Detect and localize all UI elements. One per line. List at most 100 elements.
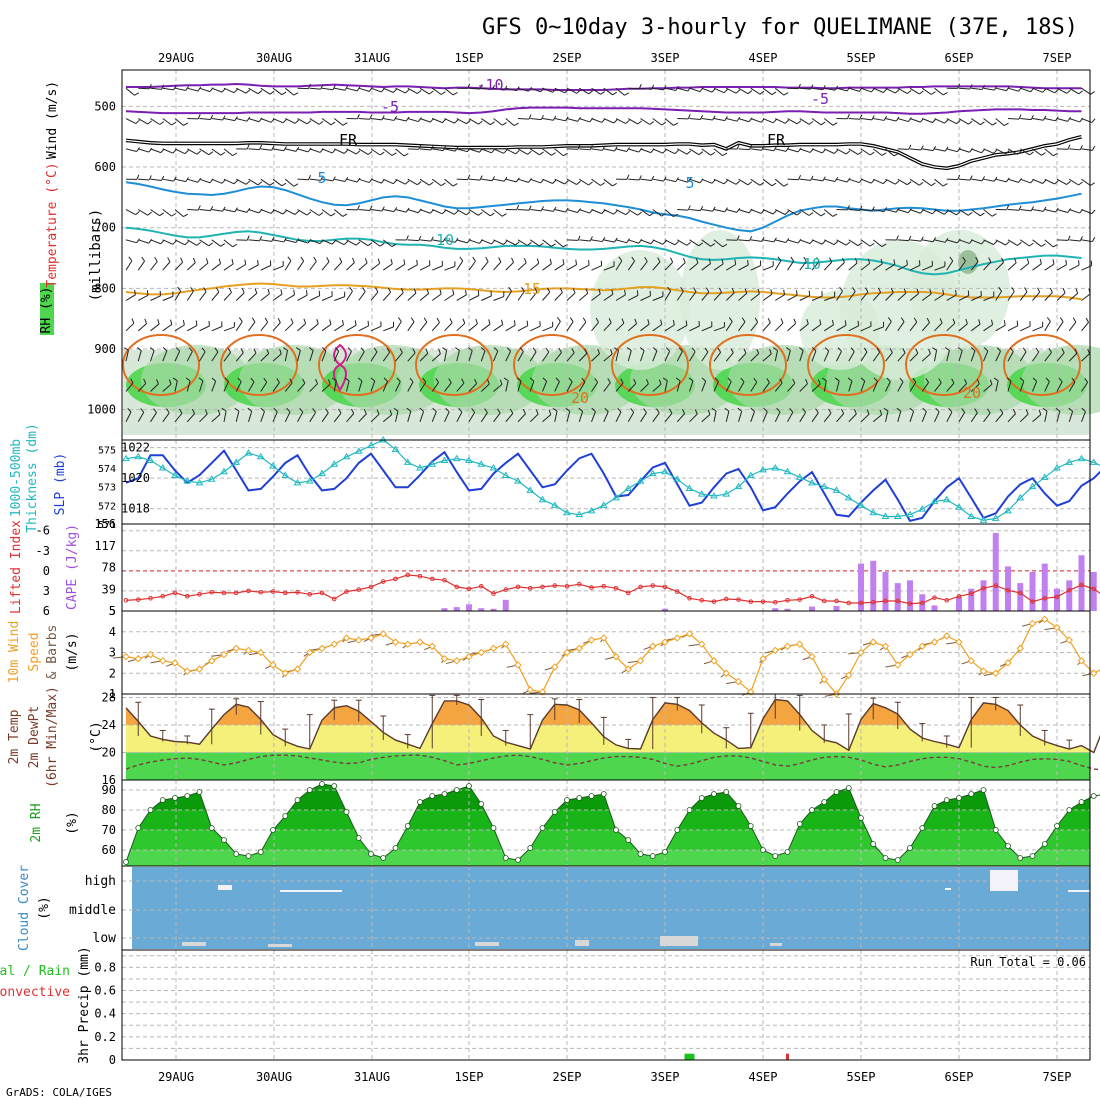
axis-title-wind: Wind (m/s): [45, 81, 60, 159]
thickness-marker: [1004, 506, 1012, 514]
wind-barb-flag: [534, 287, 538, 293]
wind-barb: [358, 262, 368, 271]
wind-barb-flag: [392, 179, 398, 185]
wind-barb: [603, 239, 615, 243]
wind-barb-flag: [658, 379, 662, 385]
credit-label: GrADS: COLA/IGES: [6, 1086, 112, 1099]
wind-barb: [1032, 118, 1044, 121]
wind-barb-flag: [339, 257, 343, 263]
wind-barb: [493, 261, 502, 271]
wind-barb-flag: [662, 377, 668, 382]
wind-barb: [419, 209, 431, 214]
wind-barb-flag: [820, 212, 826, 217]
wind-barb: [223, 209, 235, 213]
wind-barb: [395, 263, 406, 271]
wind-barb: [468, 412, 476, 423]
wind-barb-flag: [598, 288, 601, 295]
wind-barb-flag: [253, 348, 257, 354]
wind-barb: [591, 239, 603, 243]
wind-barb: [873, 178, 884, 185]
wind-barb-flag: [466, 120, 471, 125]
wind-barb: [444, 148, 456, 152]
li-marker: [858, 600, 864, 606]
wind-barb: [382, 414, 392, 423]
wind-barb: [811, 295, 823, 301]
wind-barb-flag: [1036, 287, 1041, 293]
li-marker: [821, 598, 827, 604]
wind-barb-flag: [379, 151, 385, 156]
wind-barb-flag: [852, 287, 856, 292]
cape-bar: [502, 599, 509, 611]
axis-title-precip: 3hr Precip (mm): [77, 946, 92, 1063]
wind-barb-flag: [467, 347, 473, 352]
wind-barb: [431, 382, 439, 392]
wind-barb: [738, 381, 745, 392]
wind-barb-flag: [1003, 122, 1009, 127]
wind-barb-flag: [282, 210, 287, 215]
wind-barb-flag: [369, 114, 373, 120]
wind-barb-flag: [405, 207, 410, 213]
wind-barb: [1069, 118, 1080, 123]
wind-barb: [909, 178, 920, 186]
li-marker: [429, 576, 435, 582]
wind-barb: [370, 262, 380, 271]
wind-barb-flag: [588, 181, 593, 186]
wind-barb-flag: [776, 407, 781, 413]
wind-barb: [677, 87, 689, 92]
wind-barb-flag: [649, 121, 655, 125]
wind-barb: [333, 118, 344, 126]
wind-barb: [346, 178, 358, 183]
wind-barb: [664, 412, 673, 423]
wind-barb: [554, 381, 560, 392]
wind-barb-flag: [513, 122, 519, 127]
wind-barb: [297, 323, 307, 332]
axis-title-dewpt2m: 2m DewPt: [27, 706, 42, 769]
wind-barb-flag: [779, 378, 783, 384]
wind-barb: [860, 87, 872, 93]
wind-barb-flag: [491, 176, 496, 181]
wind-barb-flag: [393, 115, 398, 121]
wind-barb: [652, 324, 663, 332]
wind-barb: [995, 413, 1004, 423]
wind-barb: [762, 148, 774, 152]
wind10-marker: [1090, 669, 1098, 677]
wind-barb: [725, 352, 734, 362]
wind-barb-flag: [222, 206, 226, 212]
wind-barb-flag: [1017, 150, 1022, 155]
wind-barb-flag: [925, 378, 929, 383]
wind-barb-flag: [136, 174, 140, 180]
wind-barb-flag: [969, 175, 973, 181]
axis-title-wind10-speed: Speed: [27, 632, 42, 671]
li-marker: [209, 589, 215, 595]
wind-barb-flag: [806, 318, 809, 325]
wind-barb-flag: [503, 240, 508, 245]
wind-barb: [370, 413, 380, 423]
wind-barb-flag: [185, 177, 189, 182]
wind-barb: [958, 323, 968, 332]
wind-barb-flag: [501, 213, 507, 217]
wind-barb-flag: [160, 175, 165, 181]
wind-barb-flag: [575, 259, 578, 265]
wind-barb: [444, 118, 455, 124]
wind-barb-flag: [908, 144, 912, 150]
wind-barb: [750, 353, 760, 362]
li-marker: [650, 583, 656, 588]
wind-barb: [309, 118, 320, 125]
isotherm-20-loop: [513, 334, 591, 396]
rh-marker: [233, 851, 240, 857]
wind-barb-flag: [617, 407, 622, 413]
isotherm-20-loop: [122, 334, 200, 396]
wind-barb-flag: [282, 118, 287, 124]
wind-barb: [591, 118, 602, 123]
wind-barb: [909, 239, 921, 242]
thickness-marker: [685, 484, 694, 492]
wind-barb-flag: [259, 144, 263, 150]
li-marker: [1091, 586, 1097, 592]
wind-barb-flag: [988, 257, 992, 263]
wind-barb-flag: [490, 121, 495, 126]
cape-tick: 5: [109, 604, 116, 618]
wind-barb-flag: [952, 318, 956, 324]
wind-barb: [223, 239, 233, 248]
thickness-marker: [256, 452, 265, 460]
wind-barb: [946, 148, 958, 153]
